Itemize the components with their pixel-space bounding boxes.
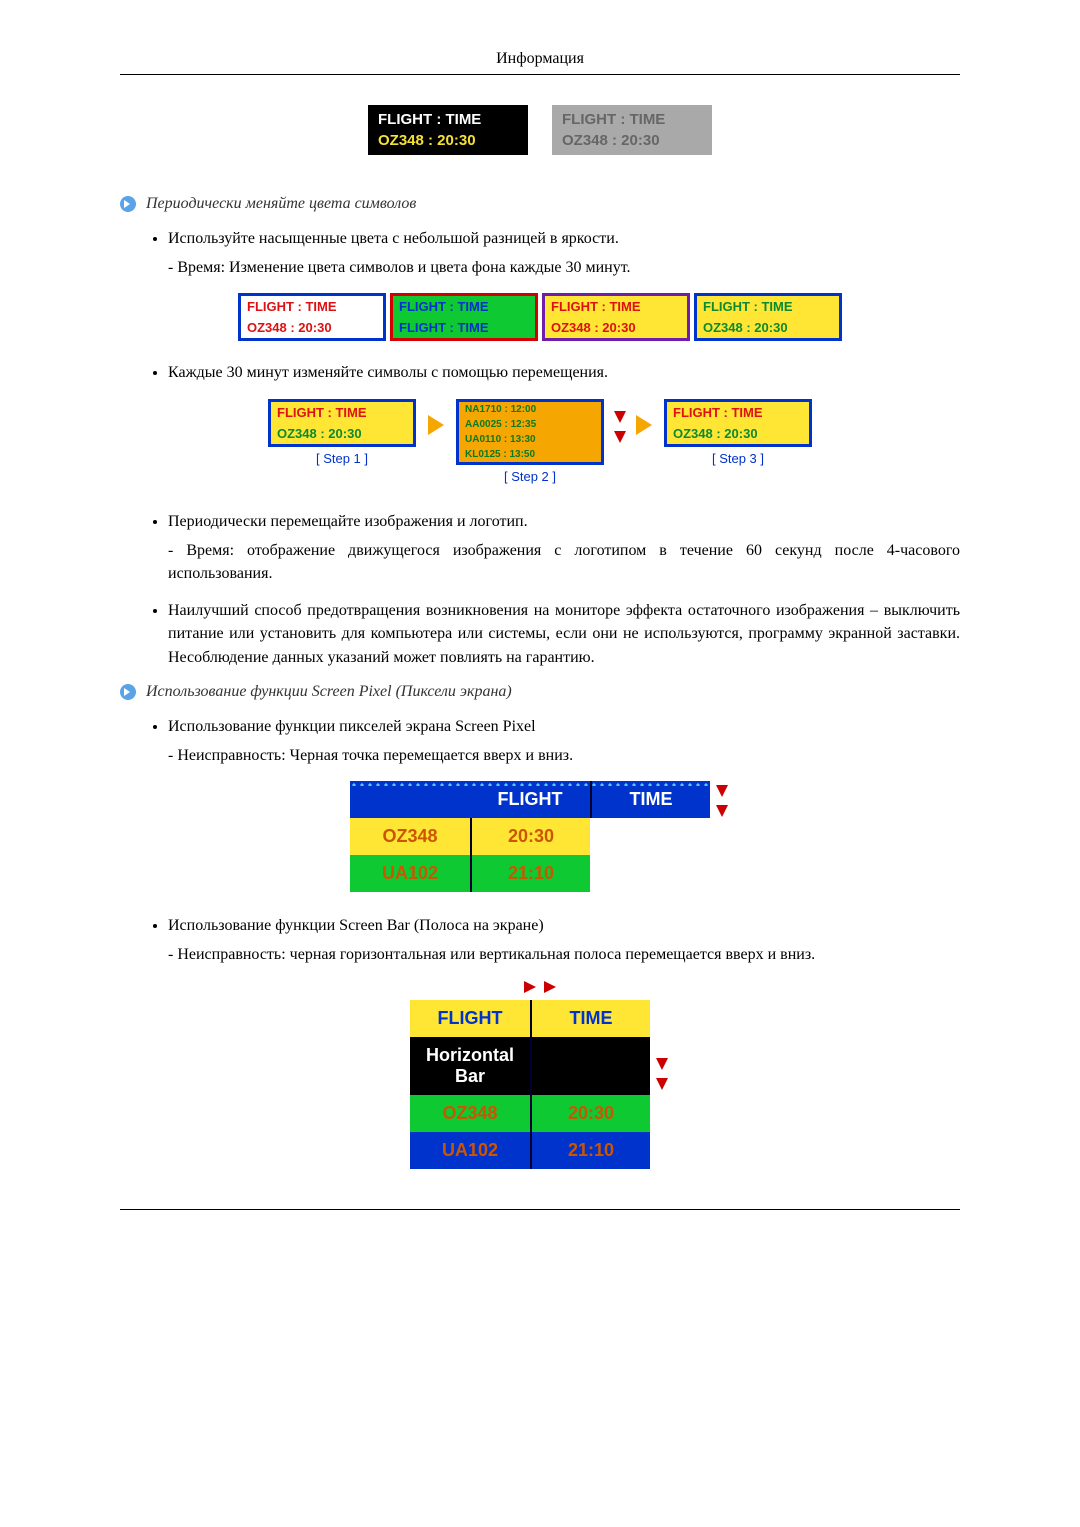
arrow-down-icon bbox=[716, 805, 728, 817]
swatch-line: OZ348 : 20:30 bbox=[241, 317, 383, 338]
arrow-down-icon bbox=[716, 785, 728, 797]
pixel-hdr-cell: FLIGHT bbox=[470, 781, 590, 818]
color-swatch-row: FLIGHT : TIME OZ348 : 20:30 FLIGHT : TIM… bbox=[120, 293, 960, 341]
flight-box-line1: FLIGHT : TIME bbox=[552, 109, 712, 130]
swatch-white: FLIGHT : TIME OZ348 : 20:30 bbox=[238, 293, 386, 341]
pixel-hdr-cell: TIME bbox=[590, 781, 710, 818]
step-label: [ Step 2 ] bbox=[456, 469, 604, 484]
arrow-down-icon bbox=[614, 411, 626, 423]
arrow-down-icon bbox=[614, 431, 626, 443]
swatch-line: FLIGHT : TIME bbox=[393, 317, 535, 338]
down-arrows bbox=[612, 407, 628, 447]
bullet-sub: - Время: Изменение цвета символов и цвет… bbox=[168, 256, 960, 279]
bar-cell: 20:30 bbox=[530, 1095, 650, 1132]
section-heading-colors: Периодически меняйте цвета символов bbox=[120, 195, 960, 213]
step-line: AA0025 : 12:35 bbox=[459, 417, 601, 432]
section-heading-pixel: Использование функции Screen Pixel (Пикс… bbox=[120, 683, 960, 701]
pixel-diagram: FLIGHT TIME OZ348 20:30 UA102 21:10 bbox=[120, 781, 960, 892]
bar-horizontal-empty bbox=[530, 1037, 650, 1095]
bar-diagram: FLIGHT TIME Horizontal Bar OZ348 20:30 U… bbox=[120, 980, 960, 1169]
bullet-text: Использование функции пикселей экрана Sc… bbox=[168, 718, 536, 735]
arrow-right-icon bbox=[428, 415, 444, 435]
bullet-item: Используйте насыщенные цвета с небольшой… bbox=[168, 227, 960, 279]
swatch-yellow-purple: FLIGHT : TIME OZ348 : 20:30 bbox=[542, 293, 690, 341]
pixel-cell: UA102 bbox=[350, 855, 470, 892]
bullet-text: Периодически перемещайте изображения и л… bbox=[168, 513, 528, 530]
bullet-sub: - Неисправность: Черная точка перемещает… bbox=[168, 744, 960, 767]
steps-row: FLIGHT : TIME OZ348 : 20:30 [ Step 1 ] N… bbox=[120, 399, 960, 484]
bullet-sub: - Неисправность: черная горизонтальная и… bbox=[168, 943, 960, 966]
step-box: FLIGHT : TIME OZ348 : 20:30 bbox=[664, 399, 812, 447]
step-label: [ Step 1 ] bbox=[268, 451, 416, 466]
bar-side-arrows bbox=[654, 1054, 670, 1094]
step-line: FLIGHT : TIME bbox=[271, 402, 413, 423]
step-box: NA1710 : 12:00 AA0025 : 12:35 UA0110 : 1… bbox=[456, 399, 604, 465]
bar-cell: 21:10 bbox=[530, 1132, 650, 1169]
page-title: Информация bbox=[120, 50, 960, 68]
step-line: OZ348 : 20:30 bbox=[271, 423, 413, 444]
swatch-line: FLIGHT : TIME bbox=[241, 296, 383, 317]
bullet-text: Наилучший способ предотвращения возникно… bbox=[168, 602, 960, 665]
arrow-down-icon bbox=[656, 1078, 668, 1090]
pixel-cell: 21:10 bbox=[470, 855, 590, 892]
step-line: FLIGHT : TIME bbox=[667, 402, 809, 423]
bar-top-arrows bbox=[120, 980, 960, 998]
pixel-table: FLIGHT TIME OZ348 20:30 UA102 21:10 bbox=[350, 781, 710, 892]
arrow-bullet-icon bbox=[120, 196, 136, 212]
arrow-right-icon bbox=[524, 981, 536, 993]
section-heading-text: Использование функции Screen Pixel (Пикс… bbox=[146, 683, 512, 700]
bar-cell: UA102 bbox=[410, 1132, 530, 1169]
bullet-item: Использование функции пикселей экрана Sc… bbox=[168, 715, 960, 767]
step-line: KL0125 : 13:50 bbox=[459, 447, 601, 462]
bar-hdr-cell: FLIGHT bbox=[410, 1000, 530, 1037]
arrow-right-icon bbox=[636, 415, 652, 435]
bullet-text: Используйте насыщенные цвета с небольшой… bbox=[168, 230, 619, 247]
arrow-bullet-icon bbox=[120, 684, 136, 700]
arrow-down-icon bbox=[656, 1058, 668, 1070]
pixel-cell: 20:30 bbox=[470, 818, 590, 855]
bar-table: FLIGHT TIME Horizontal Bar OZ348 20:30 U… bbox=[410, 1000, 650, 1169]
swatch-line: FLIGHT : TIME bbox=[545, 296, 687, 317]
flight-box-dark: FLIGHT : TIME OZ348 : 20:30 bbox=[368, 105, 528, 155]
bar-cell: OZ348 bbox=[410, 1095, 530, 1132]
flight-box-line1: FLIGHT : TIME bbox=[368, 109, 528, 130]
flight-box-gray: FLIGHT : TIME OZ348 : 20:30 bbox=[552, 105, 712, 155]
pixel-cell: OZ348 bbox=[350, 818, 470, 855]
bullet-sub: - Время: отображение движущегося изображ… bbox=[168, 539, 960, 585]
step-line: UA0110 : 13:30 bbox=[459, 432, 601, 447]
flight-box-line2: OZ348 : 20:30 bbox=[552, 130, 712, 151]
bullet-item: Наилучший способ предотвращения возникно… bbox=[168, 599, 960, 669]
bar-horizontal-label: Horizontal Bar bbox=[410, 1037, 530, 1095]
top-rule bbox=[120, 74, 960, 75]
arrow-right-icon bbox=[544, 981, 556, 993]
bullet-text: Использование функции Screen Bar (Полоса… bbox=[168, 917, 544, 934]
pixel-arrows bbox=[714, 781, 730, 821]
bullet-item: Каждые 30 минут изменяйте символы с помо… bbox=[168, 361, 960, 384]
swatch-yellow-blue: FLIGHT : TIME OZ348 : 20:30 bbox=[694, 293, 842, 341]
step-line: OZ348 : 20:30 bbox=[667, 423, 809, 444]
flight-box-line2: OZ348 : 20:30 bbox=[368, 130, 528, 151]
top-flight-boxes: FLIGHT : TIME OZ348 : 20:30 FLIGHT : TIM… bbox=[120, 105, 960, 155]
step-line: NA1710 : 12:00 bbox=[459, 402, 601, 417]
swatch-line: OZ348 : 20:30 bbox=[697, 317, 839, 338]
bottom-rule bbox=[120, 1209, 960, 1210]
step-2: NA1710 : 12:00 AA0025 : 12:35 UA0110 : 1… bbox=[456, 399, 604, 484]
bullet-item: Периодически перемещайте изображения и л… bbox=[168, 510, 960, 586]
swatch-line: FLIGHT : TIME bbox=[393, 296, 535, 317]
bar-hdr-cell: TIME bbox=[530, 1000, 650, 1037]
step-label: [ Step 3 ] bbox=[664, 451, 812, 466]
swatch-line: OZ348 : 20:30 bbox=[545, 317, 687, 338]
step-3: FLIGHT : TIME OZ348 : 20:30 [ Step 3 ] bbox=[664, 399, 812, 466]
swatch-green: FLIGHT : TIME FLIGHT : TIME bbox=[390, 293, 538, 341]
swatch-line: FLIGHT : TIME bbox=[697, 296, 839, 317]
step-1: FLIGHT : TIME OZ348 : 20:30 [ Step 1 ] bbox=[268, 399, 416, 466]
step-box: FLIGHT : TIME OZ348 : 20:30 bbox=[268, 399, 416, 447]
bullet-item: Использование функции Screen Bar (Полоса… bbox=[168, 914, 960, 966]
section-heading-text: Периодически меняйте цвета символов bbox=[146, 195, 416, 212]
bullet-text: Каждые 30 минут изменяйте символы с помо… bbox=[168, 364, 608, 381]
